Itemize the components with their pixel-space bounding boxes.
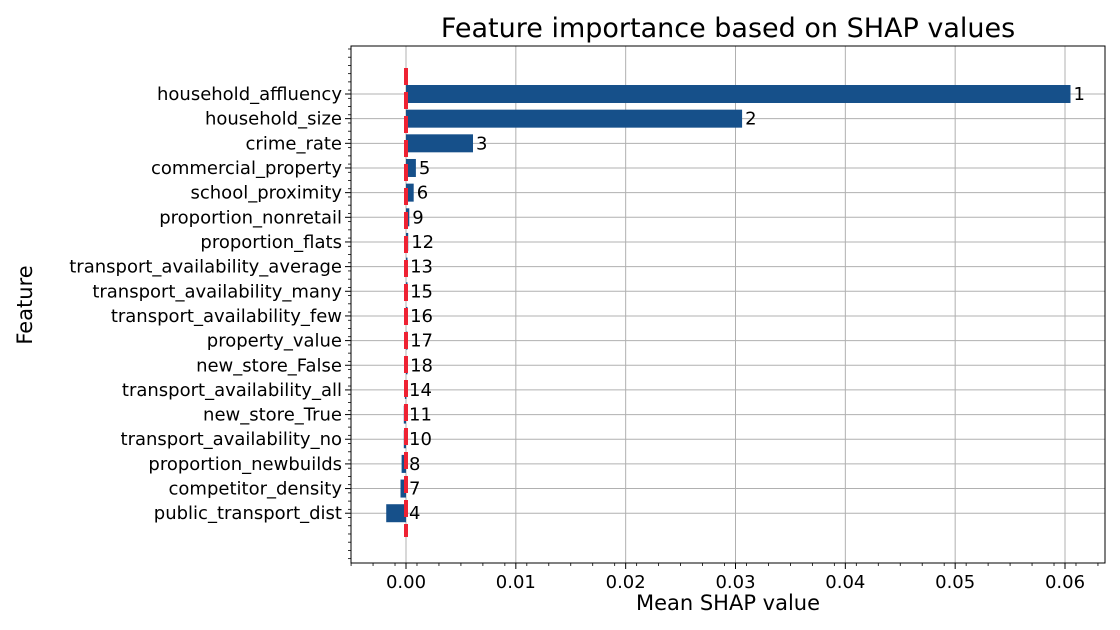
bar — [406, 158, 416, 177]
rank-label: 4 — [409, 503, 420, 524]
rank-label: 7 — [409, 479, 420, 500]
rank-label: 8 — [409, 454, 420, 475]
rank-label: 2 — [745, 109, 756, 130]
y-tick-label: school_proximity — [191, 183, 343, 204]
rank-label: 16 — [410, 306, 433, 327]
y-tick-label: household_affluency — [157, 84, 342, 105]
bar — [406, 85, 1071, 103]
y-tick-label: household_size — [205, 109, 342, 130]
y-tick-label: proportion_flats — [200, 232, 342, 253]
x-tick-label: 0.03 — [715, 572, 755, 593]
y-ticks: household_affluency household_size crime_r… — [69, 48, 351, 560]
rank-label: 1 — [1073, 84, 1084, 105]
bar — [406, 183, 414, 202]
y-tick-label: new_store_True — [203, 405, 342, 426]
x-tick-label: 0.01 — [496, 572, 536, 593]
rank-label: 3 — [476, 133, 487, 154]
rank-label: 18 — [410, 355, 433, 376]
y-tick-label: transport_availability_many — [92, 281, 342, 302]
rank-label: 11 — [409, 405, 432, 426]
bar — [386, 504, 406, 523]
bars — [386, 85, 1071, 523]
y-tick-label: crime_rate — [246, 133, 342, 154]
rank-label: 10 — [409, 429, 432, 450]
x-axis-title: Mean SHAP value — [636, 591, 820, 615]
plot-frame — [350, 45, 1106, 564]
chart-title: Feature importance based on SHAP values — [441, 13, 1015, 44]
x-ticks: 0.00 0.01 0.02 0.03 0.04 0.05 0.06 — [350, 563, 1099, 593]
y-tick-label: transport_availability_average — [69, 257, 342, 278]
rank-label: 9 — [412, 207, 423, 228]
rank-label: 15 — [410, 281, 433, 302]
rank-label: 14 — [409, 380, 432, 401]
y-tick-label: transport_availability_few — [111, 306, 342, 327]
y-tick-label: proportion_newbuilds — [148, 454, 342, 475]
y-axis-title: Feature — [13, 265, 37, 344]
rank-label: 12 — [411, 232, 434, 253]
x-tick-label: 0.00 — [386, 572, 426, 593]
x-tick-label: 0.05 — [935, 572, 975, 593]
y-tick-label: commercial_property — [151, 158, 342, 179]
x-tick-label: 0.04 — [825, 572, 865, 593]
rank-label: 6 — [417, 183, 428, 204]
rank-label: 13 — [410, 257, 433, 278]
bar — [400, 479, 406, 498]
y-tick-label: public_transport_dist — [154, 503, 342, 524]
rank-label: 5 — [419, 158, 430, 179]
y-tick-label: new_store_False — [196, 355, 342, 376]
y-tick-label: competitor_density — [169, 479, 343, 500]
x-tick-label: 0.02 — [606, 572, 646, 593]
y-tick-label: transport_availability_all — [122, 380, 342, 401]
rank-label: 17 — [410, 331, 433, 352]
y-tick-label: proportion_nonretail — [159, 207, 342, 228]
y-tick-label: transport_availability_no — [121, 429, 342, 450]
bar — [406, 109, 743, 128]
x-tick-label: 0.06 — [1045, 572, 1085, 593]
bar — [406, 134, 473, 153]
bar — [401, 454, 406, 473]
y-tick-label: property_value — [207, 331, 342, 352]
